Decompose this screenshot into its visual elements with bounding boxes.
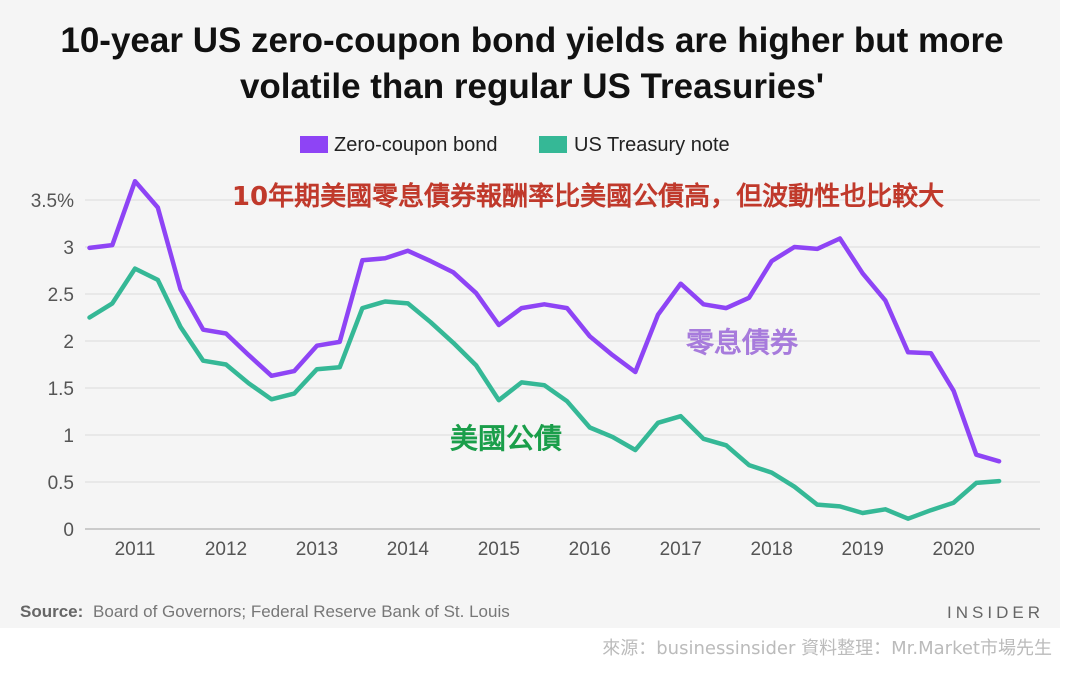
legend-swatch-zero-coupon	[300, 136, 328, 153]
legend: Zero-coupon bond US Treasury note	[300, 134, 730, 156]
y-tick-label: 1.5	[48, 379, 74, 400]
x-tick-label: 2016	[569, 539, 611, 560]
y-tick-label: 2	[63, 332, 74, 353]
chart-title-line-1: 10-year US zero-coupon bond yields are h…	[60, 21, 1003, 60]
x-tick-label: 2014	[387, 539, 430, 560]
series-line-zero-coupon	[87, 178, 1002, 464]
x-tick-label: 2012	[205, 539, 247, 560]
grid	[85, 199, 1040, 530]
legend-swatch-treasury	[539, 136, 567, 153]
insider-logo: INSIDER	[947, 603, 1044, 622]
y-tick-label: 3	[63, 238, 74, 259]
headline-annotation: 10年期美國零息債券報酬率比美國公債高，但波動性也比較大	[232, 181, 944, 212]
chart-title-line-2: volatile than regular US Treasuries'	[240, 67, 824, 106]
x-tick-label: 2019	[842, 539, 884, 560]
y-tick-label: 0.5	[48, 473, 74, 494]
y-tick-label: 2.5	[48, 285, 74, 306]
y-tick-label: 1	[63, 426, 74, 447]
y-tick-label: 0	[63, 520, 74, 541]
x-axis-ticks: 2011 2012 2013 2014 2015 2016 2017 2018 2019 2020	[115, 539, 975, 560]
x-tick-label: 2017	[660, 539, 702, 560]
legend-label-zero-coupon: Zero-coupon bond	[334, 134, 497, 156]
source-label: Source:	[20, 602, 83, 621]
x-tick-label: 2018	[751, 539, 793, 560]
x-tick-label: 2013	[296, 539, 338, 560]
treasury-annotation: 美國公債	[450, 422, 562, 455]
zero-coupon-annotation: 零息債券	[686, 326, 799, 359]
x-tick-label: 2015	[478, 539, 520, 560]
series-lines	[87, 178, 1002, 521]
source-value: Board of Governors; Federal Reserve Bank…	[93, 602, 510, 621]
source-line: Source: Board of Governors; Federal Rese…	[20, 602, 510, 621]
y-axis-ticks: 0 0.5 1 1.5 2 2.5 3 3.5%	[31, 191, 74, 541]
x-tick-label: 2020	[932, 539, 974, 560]
credit-line: 來源：businessinsider 資料整理：Mr.Market市場先生	[602, 638, 1052, 659]
legend-label-treasury: US Treasury note	[574, 134, 730, 156]
series-line-treasury	[87, 266, 1002, 521]
x-tick-label: 2011	[115, 539, 156, 560]
y-tick-label: 3.5%	[31, 191, 74, 212]
